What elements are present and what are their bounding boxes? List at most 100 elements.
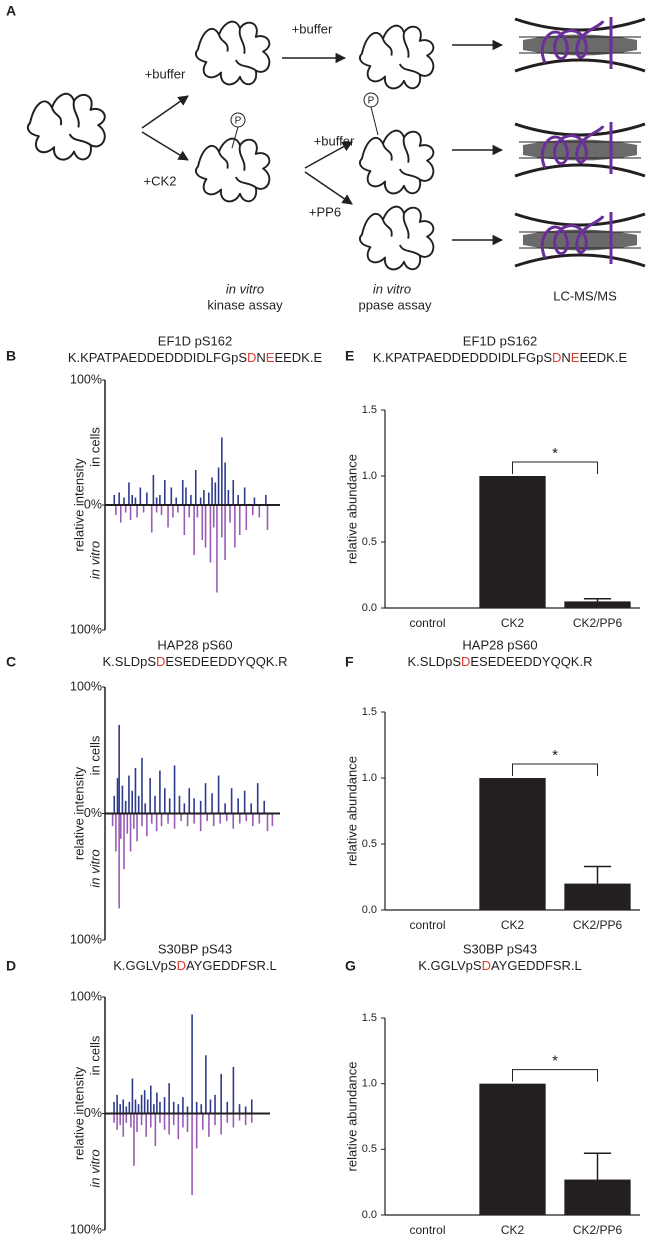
peptide-part: D [552,350,561,365]
y-tick-label: 0.0 [362,1209,377,1221]
peptide-part: N [256,350,265,365]
significance-bracket [512,1069,598,1082]
legend-label: in cells [87,1035,102,1075]
peptide: K.GGLVpSDAYGEDDFSR.L [418,958,582,973]
phospho-label: P [235,116,242,127]
arrow [141,95,189,129]
peptide-part: ESEDEEDDYQQK.R [470,654,592,669]
y-axis-label: relative intensity [71,1066,86,1160]
peptide-part: D [482,958,491,973]
x-tick-label: CK2/PP6 [573,616,623,630]
x-tick-label: CK2/PP6 [573,918,623,932]
phospho-circle [230,112,246,128]
y-tick-label: 1.5 [362,404,377,416]
y-tick-label: 1.0 [362,772,377,784]
significance-bracket [512,763,598,776]
stage-label: LC-MS/MS [553,288,617,303]
significance-label: * [552,1053,558,1070]
panel-letter: E [345,348,354,364]
bar [479,476,546,608]
protein [359,24,435,90]
significance-label: * [552,747,558,764]
stage-label: kinase assay [207,297,283,312]
peptide-part: D [461,654,470,669]
step-label: +buffer [145,66,186,81]
y-tick-label: 0.5 [362,536,377,548]
arrow [141,131,189,161]
y-tick-label: 0.0 [362,602,377,614]
x-tick-label: control [409,918,445,932]
panel-letter: G [345,958,356,974]
lcms-icon [513,120,647,178]
protein [195,137,271,203]
bar [479,778,546,910]
phospho-label: P [368,96,375,107]
bar [564,883,631,910]
arrow [304,141,353,169]
y-tick-label: 1.5 [362,1012,377,1024]
error-bar [583,865,612,884]
peptide-part: K.KPATPAEDDEDDDIDLFGpS [373,350,552,365]
bar [479,1083,546,1215]
y-tick-label: 100% [70,372,102,386]
step-label: +CK2 [144,173,177,188]
protein [195,20,271,86]
phospho-link [231,126,239,149]
bar [564,1179,631,1215]
bar [564,601,631,608]
y-tick-label: 100% [70,622,102,636]
peptide-part: E [571,350,580,365]
chart-title: S30BP pS43 [463,941,537,956]
peptide-part: N [561,350,570,365]
peptide: K.SLDpSDESEDEEDDYQQK.R [408,654,593,669]
peptide-part: D [156,654,165,669]
step-label: +PP6 [309,204,341,219]
stage-label: in vitro [373,281,411,296]
y-tick-label: 1.0 [362,470,377,482]
y-tick-label: 1.0 [362,1078,377,1090]
arrow [304,171,353,205]
significance-bracket [512,461,598,474]
y-tick-label: 0% [84,1106,102,1120]
peptide-part: K.SLDpS [408,654,462,669]
panel-a: A P P +buffer +CK2 +buffer +buffer +PP6 … [6,3,647,312]
y-tick-label: 0.5 [362,1143,377,1155]
y-tick-label: 0% [84,497,102,511]
peptide-part: K.GGLVpS [113,958,177,973]
peptide: K.GGLVpSDAYGEDDFSR.L [113,958,277,973]
peptide-part: D [247,350,256,365]
stage-label: in vitro [226,281,264,296]
y-axis-label: relative abundance [344,756,359,866]
peptide-part: EEDK.E [274,350,322,365]
chart-title: S30BP pS43 [158,941,232,956]
x-tick-label: CK2 [501,918,525,932]
y-tick-label: 100% [70,679,102,693]
protein [359,129,435,195]
error-bar [583,1152,612,1180]
x-tick-label: CK2 [501,1223,525,1237]
chart-title: EF1D pS162 [158,333,232,348]
panel-letter: B [6,348,16,364]
peptide-part: K.KPATPAEDDEDDDIDLFGpS [68,350,247,365]
peptide-part: AYGEDDFSR.L [186,958,277,973]
x-tick-label: CK2/PP6 [573,1223,623,1237]
chart-title: EF1D pS162 [463,333,537,348]
phospho-link [370,106,379,136]
legend-label: in cells [87,735,102,775]
y-axis-label: relative abundance [344,454,359,564]
y-tick-label: 0% [84,806,102,820]
protein [26,92,106,161]
stage-label: ppase assay [359,297,432,312]
y-axis-label: relative abundance [344,1062,359,1172]
x-tick-label: control [409,616,445,630]
protein [359,205,435,271]
chart-title: HAP28 pS60 [157,637,232,652]
panel-letter: F [345,654,354,670]
x-tick-label: control [409,1223,445,1237]
y-tick-label: 1.5 [362,706,377,718]
lcms-icon [513,15,647,73]
step-label: +buffer [314,133,355,148]
y-tick-label: 0.0 [362,904,377,916]
peptide: K.KPATPAEDDEDDDIDLFGpSDNEEEDK.E [68,350,323,365]
